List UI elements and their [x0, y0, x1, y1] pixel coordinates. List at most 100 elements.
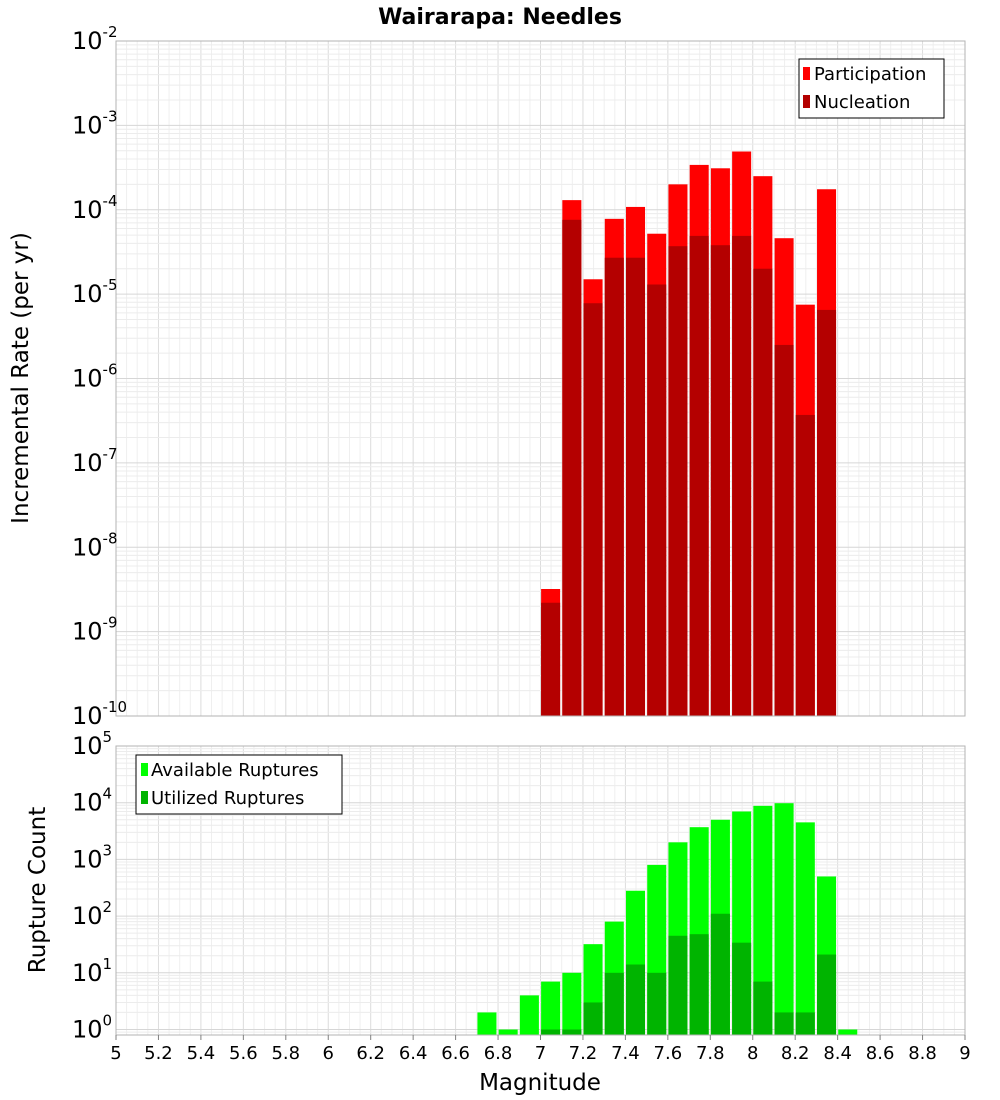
count-plot-y-ticks: 100 101 102 103 104 105 — [72, 728, 112, 1044]
count-bar-secondary — [583, 1002, 603, 1035]
count-bar-secondary — [541, 1029, 561, 1035]
count-bar-primary — [519, 995, 539, 1035]
rate-bar-secondary — [604, 257, 624, 716]
rate-bar-secondary — [710, 245, 730, 717]
count-y-tick-label: 104 — [72, 785, 112, 817]
x-tick-label: 5.6 — [229, 1043, 258, 1064]
rate-bar-secondary — [817, 309, 837, 716]
x-tick-label: 6.4 — [399, 1043, 428, 1064]
rate-bar-secondary — [583, 303, 603, 716]
x-tick-label: 7.8 — [696, 1043, 725, 1064]
count-bar-secondary — [753, 981, 773, 1035]
count-bar-primary — [541, 981, 561, 1035]
count-plot-bars — [477, 803, 858, 1035]
rate-bar-secondary — [541, 602, 561, 716]
chart-title: Wairarapa: Needles — [378, 5, 622, 30]
count-bar-secondary — [668, 935, 688, 1035]
count-y-tick-label: 105 — [72, 728, 112, 760]
count-y-tick-label: 103 — [72, 841, 112, 873]
x-tick-label: 5.8 — [271, 1043, 300, 1064]
rate-legend-box — [798, 58, 945, 119]
count-bar-secondary — [817, 954, 837, 1035]
rate-plot-bars — [541, 151, 837, 717]
rate-y-tick-label: 10-10 — [72, 698, 127, 730]
rate-y-tick-label: 10-2 — [72, 23, 118, 55]
count-bar-secondary — [647, 972, 667, 1035]
count-bar-secondary — [604, 972, 624, 1035]
rate-y-tick-label: 10-7 — [72, 445, 118, 477]
count-y-tick-label: 100 — [72, 1012, 112, 1044]
rate-plot-y-ticks: 10-10 10-9 10-8 10-7 10-6 10-5 10-4 10-3 10-2 — [72, 23, 127, 730]
count-bar-secondary — [774, 1012, 794, 1035]
count-y-tick-label: 101 — [72, 955, 112, 987]
count-bar-primary — [838, 1029, 858, 1035]
rate-plot: 10-10 10-9 10-8 10-7 10-6 10-5 10-4 10-3 10-2 In… — [8, 23, 966, 730]
x-tick-label: 6.8 — [484, 1043, 513, 1064]
count-bar-secondary — [689, 934, 709, 1035]
x-tick-label: 6.2 — [356, 1043, 385, 1064]
rate-bar-secondary — [668, 246, 688, 716]
rate-y-tick-label: 10-8 — [72, 529, 118, 561]
rate-y-tick-label: 10-4 — [72, 192, 118, 224]
x-tick-label: 9 — [959, 1043, 970, 1064]
count-bar-secondary — [562, 1029, 582, 1035]
legend-label-utilized: Utilized Ruptures — [151, 788, 304, 809]
x-tick-label: 7.4 — [611, 1043, 640, 1064]
rate-bar-secondary — [774, 344, 794, 716]
rate-bar-secondary — [732, 235, 752, 716]
x-tick-label: 5.4 — [187, 1043, 216, 1064]
count-bar-primary — [498, 1029, 518, 1035]
count-bar-secondary — [732, 942, 752, 1035]
x-tick-label: 8.4 — [823, 1043, 852, 1064]
x-tick-label: 8.8 — [908, 1043, 937, 1064]
rate-legend: Participation Nucleation — [798, 58, 945, 119]
count-legend: Available Ruptures Utilized Ruptures — [135, 754, 343, 815]
count-legend-box — [135, 754, 343, 815]
legend-swatch-available — [141, 763, 148, 776]
count-y-tick-label: 102 — [72, 898, 112, 930]
rate-y-tick-label: 10-5 — [72, 276, 118, 308]
x-tick-label: 8.6 — [866, 1043, 895, 1064]
count-bar-primary — [477, 1012, 497, 1035]
count-bar-secondary — [710, 913, 730, 1035]
count-bar-primary — [774, 803, 794, 1035]
count-bar-secondary — [626, 964, 646, 1035]
x-tick-label: 7.2 — [569, 1043, 598, 1064]
rate-plot-frame — [115, 40, 966, 717]
x-tick-label: 6.6 — [441, 1043, 470, 1064]
rate-bar-secondary — [753, 268, 773, 716]
rate-bar-secondary — [689, 235, 709, 716]
rate-plot-grid — [115, 41, 966, 717]
legend-label-available: Available Ruptures — [151, 760, 319, 781]
x-tick-label: 5.2 — [144, 1043, 173, 1064]
rate-y-tick-label: 10-3 — [72, 107, 118, 139]
x-tick-label: 7.6 — [654, 1043, 683, 1064]
legend-label-nucleation: Nucleation — [814, 92, 910, 113]
rate-bar-secondary — [626, 257, 646, 716]
x-tick-label: 6 — [323, 1043, 334, 1064]
legend-swatch-nucleation — [803, 95, 810, 108]
count-y-axis-label: Rupture Count — [25, 807, 51, 973]
count-plot-x-ticks: 5 5.2 5.4 5.6 5.8 6 6.2 6.4 6.6 6.8 7 7.2 7.4 7.6 7.8 8… — [110, 1035, 971, 1064]
count-bar-primary — [753, 805, 773, 1035]
rate-bar-secondary — [562, 219, 582, 717]
x-tick-label: 7 — [535, 1043, 546, 1064]
rate-y-tick-label: 10-9 — [72, 614, 118, 646]
legend-swatch-utilized — [141, 791, 148, 804]
rate-y-tick-label: 10-6 — [72, 361, 118, 393]
x-tick-label: 8.2 — [781, 1043, 810, 1064]
rate-bar-secondary — [647, 284, 667, 716]
count-bar-primary — [562, 972, 582, 1035]
count-bar-secondary — [795, 1012, 815, 1035]
legend-label-participation: Participation — [814, 64, 926, 85]
x-tick-label: 8 — [747, 1043, 758, 1064]
rate-bar-secondary — [795, 414, 815, 716]
legend-swatch-participation — [803, 67, 810, 80]
rate-y-axis-label: Incremental Rate (per yr) — [8, 232, 34, 524]
count-plot: 100 101 102 103 104 105 5 5.2 5.4 5.6 5.8 6 6.2 6.4 6… — [25, 728, 971, 1096]
x-tick-label: 5 — [110, 1043, 121, 1064]
count-bar-primary — [795, 822, 815, 1035]
x-axis-label: Magnitude — [479, 1070, 601, 1096]
